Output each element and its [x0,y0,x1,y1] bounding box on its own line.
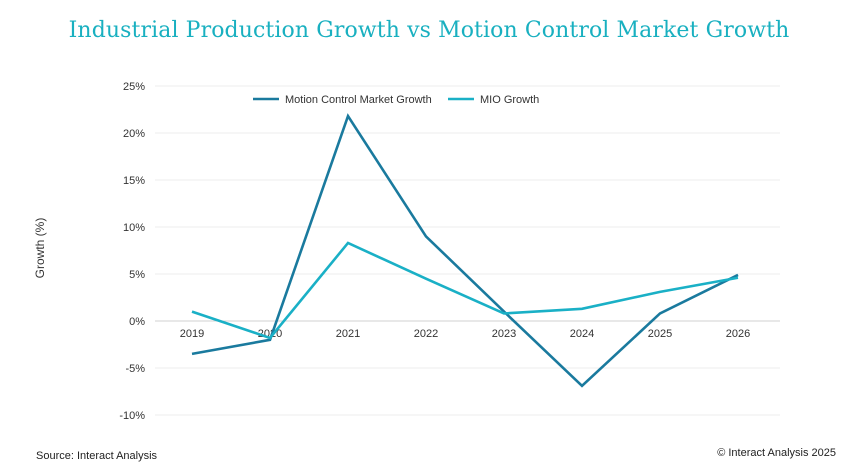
y-tick-label: -10% [119,410,145,422]
y-tick-label: 0% [129,316,145,328]
y-tick-label: 5% [129,269,145,281]
source-note: Source: Interact Analysis [36,450,158,462]
x-tick-label: 2019 [180,328,204,340]
y-tick-label: 15% [123,175,145,187]
x-tick-label: 2026 [726,328,750,340]
copyright-note: © Interact Analysis 2025 [717,447,836,459]
y-axis-label: Growth (%) [33,218,47,279]
x-axis-ticks: 2019 2020 2021 2022 2023 2024 2025 2026 [180,328,750,340]
series-line-1 [191,113,739,388]
chart-title: Industrial Production Growth vs Motion C… [68,18,790,43]
y-tick-label: -5% [125,363,145,375]
legend-label: MIO Growth [480,94,539,106]
x-tick-label: 2021 [336,328,360,340]
legend: Motion Control Market Growth MIO Growth [253,94,539,106]
y-tick-label: 20% [123,128,145,140]
x-tick-label: 2023 [492,328,516,340]
series-lines [191,113,739,388]
legend-label: Motion Control Market Growth [285,94,432,106]
y-tick-label: 25% [123,81,145,93]
y-tick-label: 10% [123,222,145,234]
x-tick-label: 2022 [414,328,438,340]
grid-lines [155,85,780,416]
x-tick-label: 2024 [570,328,594,340]
x-tick-label: 2025 [648,328,672,340]
series-line-2 [191,241,739,340]
y-axis-ticks: 25% 20% 15% 10% 5% 0% -5% -10% [119,81,145,422]
